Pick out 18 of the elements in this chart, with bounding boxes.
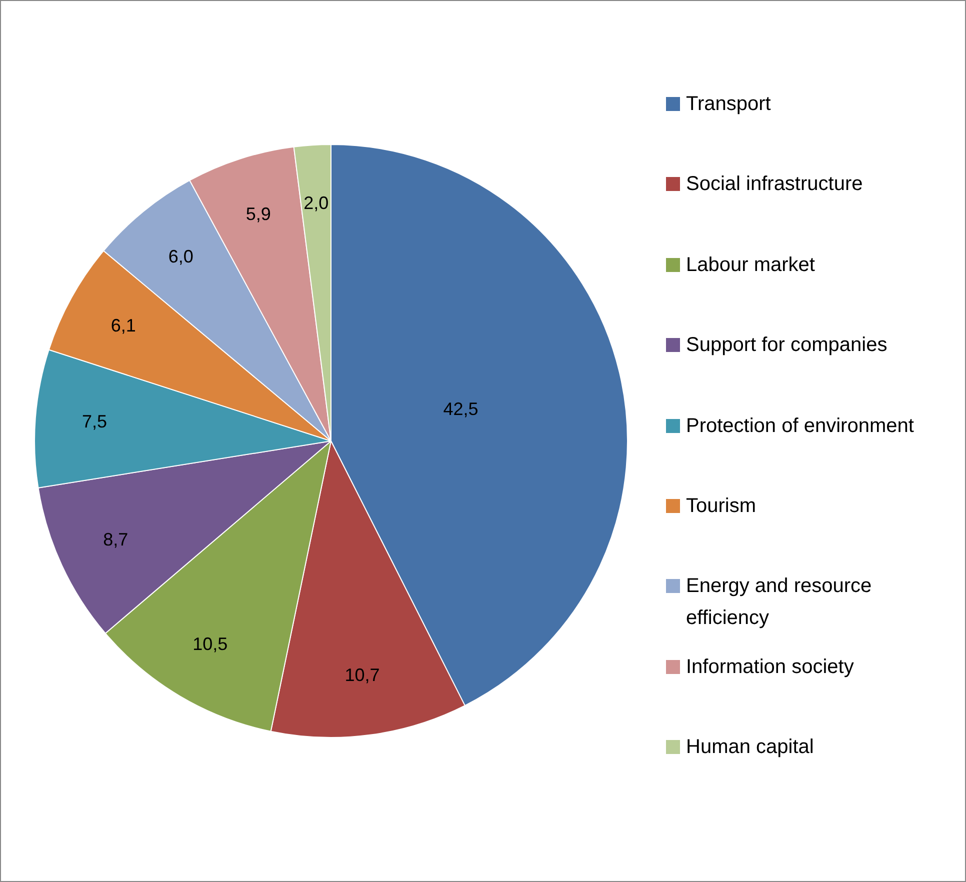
data-label: 5,9 [246, 204, 271, 224]
data-label: 2,0 [304, 193, 329, 214]
legend-label: Labour market [686, 252, 815, 278]
data-label: 42,5 [443, 398, 478, 419]
legend-label: Tourism [686, 494, 756, 519]
data-label: 10,5 [192, 634, 228, 654]
legend-label: Human capital [686, 735, 814, 760]
legend-label: Information society [686, 654, 854, 680]
legend-label: Support for companies [686, 333, 888, 358]
data-label: 6,0 [168, 246, 194, 266]
data-label: 8,7 [103, 529, 128, 550]
legend-label: Social infrastructure [686, 172, 863, 198]
data-label: 10,7 [344, 665, 380, 686]
data-label: 7,5 [82, 412, 108, 432]
legend-label: Energy and resource efficiency [686, 574, 873, 632]
legend-label: Transport [686, 92, 771, 117]
legend-label: Protection of environment [686, 414, 914, 439]
data-label: 6,1 [110, 315, 136, 336]
